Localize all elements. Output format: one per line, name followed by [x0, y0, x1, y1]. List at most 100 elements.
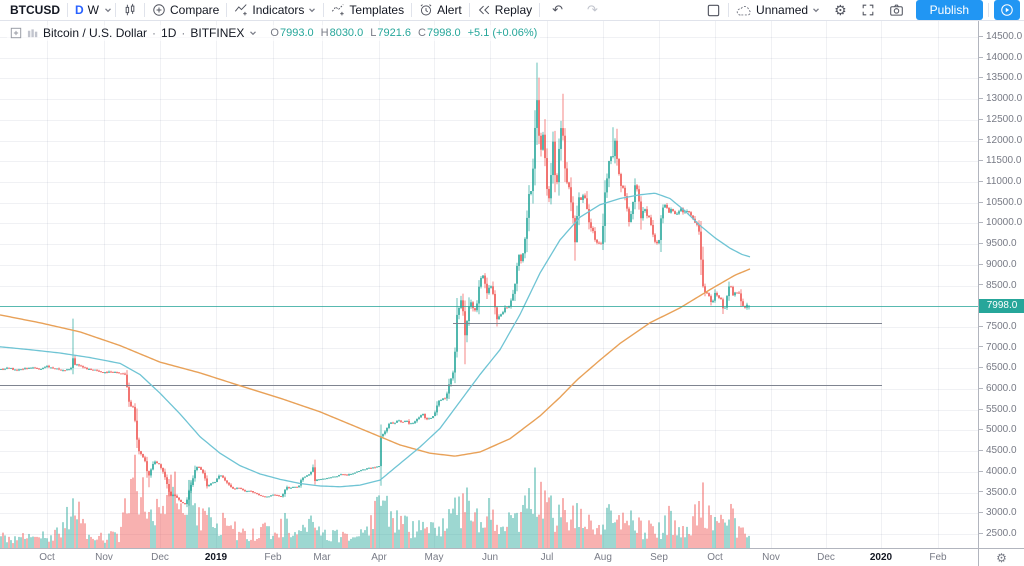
price-tick: 5000.0	[979, 424, 1024, 436]
time-tick: Nov	[95, 552, 113, 563]
snapshot-button[interactable]	[882, 0, 911, 20]
indicators-icon	[235, 4, 248, 16]
time-tick: Jul	[540, 552, 554, 563]
chart-legend[interactable]: Bitcoin / U.S. Dollar · 1D · BITFINEX O7…	[7, 25, 541, 41]
price-tick: 6500.0	[979, 362, 1024, 374]
redo-icon: ↷	[587, 2, 598, 17]
time-tick: Oct	[707, 552, 723, 563]
time-tick: May	[424, 552, 444, 563]
price-tick: 9000.0	[979, 259, 1024, 271]
ohlc-item: L7921.6	[370, 27, 412, 39]
time-axis[interactable]: Oct Nov Dec 2019 Feb Mar Apr May Jun Jul Aug Sep Oct…	[0, 548, 978, 566]
redo-button[interactable]: ↷	[575, 0, 610, 20]
price-tick: 11000.0	[979, 176, 1024, 188]
toolbar-separator	[539, 3, 541, 17]
chevron-down-icon	[309, 8, 316, 13]
legend-separator: ·	[181, 26, 186, 40]
price-tick: 12000.0	[979, 135, 1024, 147]
interval-day-button[interactable]: D	[68, 0, 86, 20]
symbol-button[interactable]: BTCUSD	[10, 0, 67, 20]
series-style-icon	[27, 28, 38, 37]
top-toolbar: BTCUSD D W Compare Indicators	[0, 0, 1024, 21]
time-tick: Aug	[594, 552, 612, 563]
price-tick: 9500.0	[979, 238, 1024, 250]
legend-exchange[interactable]: BITFINEX	[190, 26, 245, 40]
price-tick: 7000.0	[979, 342, 1024, 354]
last-price-label: 7998.0	[979, 299, 1024, 314]
layout-square-icon	[707, 4, 720, 16]
templates-label: Templates	[349, 3, 405, 17]
chart-area: Bitcoin / U.S. Dollar · 1D · BITFINEX O7…	[0, 21, 1024, 566]
add-symbol-icon[interactable]	[10, 27, 22, 39]
undo-button[interactable]: ↶	[540, 0, 575, 20]
time-tick: Sep	[650, 552, 668, 563]
templates-button[interactable]: Templates	[324, 0, 411, 20]
toolbar-separator	[411, 3, 413, 17]
toolbar-left: BTCUSD D W Compare Indicators	[10, 0, 610, 20]
publish-button[interactable]: Publish	[915, 0, 983, 20]
toolbar-separator	[144, 3, 145, 17]
toolbar-separator	[728, 3, 730, 17]
time-tick: 2019	[204, 552, 228, 563]
toolbar-separator	[323, 3, 325, 17]
ohlc-item: H8030.0	[320, 27, 364, 39]
price-axis[interactable]: 7998.0 14500.0 14000.0 13500.0 13000.0 12500…	[978, 21, 1024, 548]
expand-icon	[862, 4, 873, 16]
price-tick: 6000.0	[979, 383, 1024, 395]
time-tick: Nov	[762, 552, 780, 563]
axis-settings-corner[interactable]: ⚙	[978, 548, 1024, 566]
time-tick: Jun	[481, 552, 499, 563]
price-tick: 3500.0	[979, 487, 1024, 499]
toolbar-separator	[67, 3, 68, 17]
price-tick: 11500.0	[979, 155, 1024, 167]
alert-label: Alert	[437, 3, 462, 17]
ohlc-item: O7993.0	[270, 27, 314, 39]
interval-chevron-down-icon[interactable]	[101, 1, 115, 19]
price-tick: 8500.0	[979, 280, 1024, 292]
legend-chevron-down-icon[interactable]	[249, 29, 257, 37]
time-tick: Dec	[817, 552, 835, 563]
save-layout-button[interactable]: Unnamed	[729, 0, 827, 20]
plus-circle-icon	[153, 4, 165, 16]
fullscreen-button[interactable]	[854, 0, 882, 20]
price-chart-canvas[interactable]	[0, 21, 978, 548]
compare-button[interactable]: Compare	[145, 0, 226, 20]
cloud-icon	[736, 5, 751, 15]
time-tick: Apr	[371, 552, 387, 563]
camera-icon	[889, 4, 903, 16]
price-tick: 3000.0	[979, 507, 1024, 519]
chart-type-candles-button[interactable]	[116, 0, 144, 20]
rewind-icon	[478, 5, 489, 15]
price-tick: 13000.0	[979, 93, 1024, 105]
time-tick: Mar	[313, 552, 331, 563]
play-button[interactable]	[994, 0, 1020, 20]
symbol-title[interactable]: Bitcoin / U.S. Dollar	[43, 26, 148, 40]
gear-icon: ⚙	[996, 550, 1007, 565]
compare-label: Compare	[170, 3, 220, 17]
price-tick: 10000.0	[979, 217, 1024, 229]
layout-name-label: Unnamed	[756, 3, 809, 17]
candlestick-icon	[125, 3, 135, 16]
indicators-label: Indicators	[252, 3, 305, 17]
price-tick: 10500.0	[979, 197, 1024, 209]
replay-button[interactable]: Replay	[470, 0, 539, 20]
legend-interval[interactable]: 1D	[161, 26, 177, 40]
time-tick: Dec	[151, 552, 169, 563]
interval-week-button[interactable]: W	[86, 0, 101, 20]
layout-select-button[interactable]	[699, 0, 728, 20]
time-tick: Feb	[264, 552, 282, 563]
indicators-button[interactable]: Indicators	[227, 0, 323, 20]
toolbar-right: Unnamed ⚙ Publish	[699, 0, 1020, 20]
alarm-clock-icon	[420, 4, 432, 16]
price-change: +5.1 (+0.06%)	[467, 27, 538, 39]
templates-icon	[332, 4, 345, 16]
price-tick: 4000.0	[979, 466, 1024, 478]
price-tick: 4500.0	[979, 445, 1024, 457]
alert-button[interactable]: Alert	[412, 0, 469, 20]
settings-button[interactable]: ⚙	[827, 0, 854, 20]
price-tick: 14000.0	[979, 52, 1024, 64]
replay-label: Replay	[494, 3, 533, 17]
play-circle-icon	[1001, 4, 1013, 16]
time-tick: Oct	[39, 552, 55, 563]
